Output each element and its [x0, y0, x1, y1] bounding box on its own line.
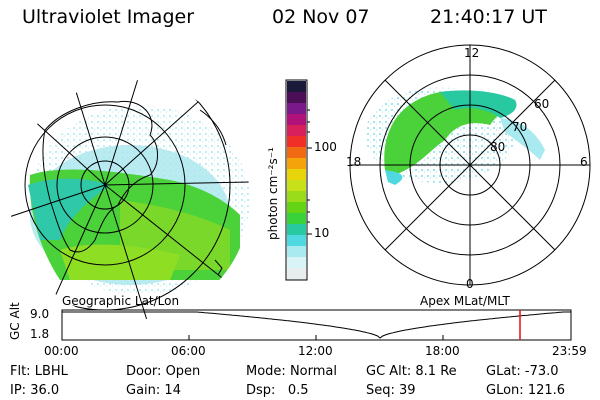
timeline-xtick-2359: 23:59 — [552, 344, 587, 358]
status-glon: GLon: 121.6 — [486, 383, 566, 398]
status-gain: Gain: 14 — [126, 383, 181, 398]
geographic-map — [10, 80, 250, 320]
gc-altitude-timeline — [61, 309, 572, 341]
colorbar-segment — [287, 246, 306, 258]
colorbar-segment — [287, 213, 306, 225]
left-map-caption: Geographic Lat/Lon — [62, 294, 180, 308]
colorbar-tick-10: 10 — [314, 226, 330, 240]
status-filter: Flt: LBHL — [10, 364, 68, 379]
colorbar-segment — [287, 224, 306, 236]
mlt-label-0: 0 — [466, 277, 474, 291]
status-dsp: Dsp: 0.5 — [246, 383, 309, 398]
mlat-label-80: 80 — [490, 140, 506, 154]
header-time: 21:40:17 UT — [430, 6, 547, 28]
colorbar-segment — [287, 169, 306, 181]
mlt-label-18: 18 — [346, 155, 362, 169]
timeline-ylabel: GC Alt — [8, 302, 22, 340]
colorbar-segment — [287, 180, 306, 192]
colorbar-segment — [287, 158, 306, 170]
colorbar-segment — [287, 191, 306, 203]
status-ip: IP: 36.0 — [10, 383, 60, 398]
colorbar-segment — [287, 125, 306, 137]
mlt-label-12: 12 — [464, 46, 480, 60]
colorbar-segment — [287, 147, 306, 159]
status-door: Door: Open — [126, 364, 201, 379]
colorbar-tick-100: 100 — [314, 140, 337, 154]
timeline-xtick-1200: 12:00 — [298, 344, 333, 358]
colorbar-segment — [287, 235, 306, 247]
mlt-label-6: 6 — [580, 155, 588, 169]
status-glat: GLat: -73.0 — [486, 364, 559, 379]
status-gc-alt: GC Alt: 8.1 Re — [366, 364, 457, 379]
timeline-xtick-1800: 18:00 — [425, 344, 460, 358]
timeline-xtick-0000: 00:00 — [44, 344, 79, 358]
mlat-label-70: 70 — [512, 120, 528, 134]
colorbar-segment — [287, 103, 306, 115]
colorbar-segment — [287, 81, 306, 93]
status-mode: Mode: Normal — [246, 364, 337, 379]
colorbar-segment — [287, 268, 306, 280]
apex-mlat-mlt-map — [349, 44, 591, 286]
timeline-ytick-high: 9.0 — [30, 307, 50, 321]
colorbar-segment — [287, 136, 306, 148]
colorbar-segment — [287, 257, 306, 269]
status-seq: Seq: 39 — [366, 383, 416, 398]
colorbar-unit-label: photon cm⁻²s⁻¹ — [266, 147, 280, 240]
color-scale-bar — [285, 79, 312, 281]
right-map-caption: Apex MLat/MLT — [420, 294, 510, 308]
instrument-title: Ultraviolet Imager — [22, 6, 195, 28]
mlat-label-60: 60 — [534, 97, 550, 111]
timeline-xtick-0600: 06:00 — [171, 344, 206, 358]
colorbar-segment — [287, 202, 306, 214]
colorbar-segment — [287, 114, 306, 126]
timeline-ytick-low: 1.8 — [30, 327, 50, 341]
header-date: 02 Nov 07 — [272, 6, 370, 28]
colorbar-segment — [287, 92, 306, 104]
